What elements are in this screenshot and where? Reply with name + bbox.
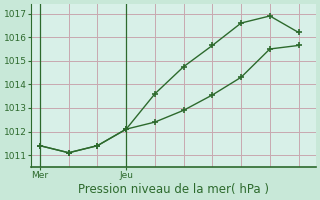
X-axis label: Pression niveau de la mer( hPa ): Pression niveau de la mer( hPa ) [78,183,269,196]
